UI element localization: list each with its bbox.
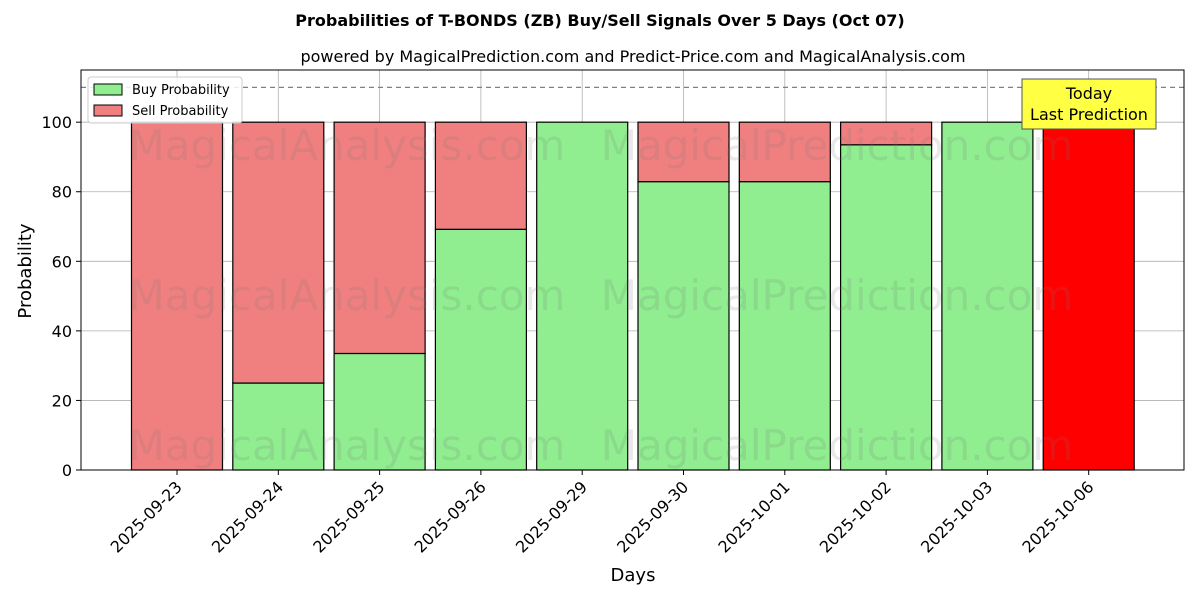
x-tick-label: 2025-09-30 xyxy=(613,477,692,556)
buy-bar xyxy=(839,144,933,471)
legend-label: Buy Probability xyxy=(132,83,230,98)
watermark-text: MagicalAnalysis.com xyxy=(129,271,566,320)
plot-frame xyxy=(80,69,1185,471)
chart-title: Probabilities of T-BONDS (ZB) Buy/Sell S… xyxy=(295,11,904,30)
x-tick-label: 2025-10-03 xyxy=(917,477,996,556)
y-tick-label: 0 xyxy=(62,461,72,480)
x-tick-label: 2025-09-26 xyxy=(411,477,490,556)
buy-bar xyxy=(434,228,527,471)
y-tick-label: 80 xyxy=(52,183,72,202)
y-tick-label: 100 xyxy=(41,113,72,132)
buy-bar xyxy=(333,352,426,471)
x-axis-label: Days xyxy=(611,565,656,586)
legend: Buy Probability Sell Probability xyxy=(87,76,243,124)
y-tick-label: 40 xyxy=(52,322,72,341)
y-axis-label: Probability xyxy=(15,223,36,318)
x-tick-label: 2025-10-06 xyxy=(1018,477,1097,556)
watermark-layer: MagicalAnalysis.com MagicalPrediction.com… xyxy=(129,121,1074,470)
bars-layer xyxy=(81,86,1184,471)
y-tick-label: 20 xyxy=(52,391,72,410)
sell-bar xyxy=(434,121,527,230)
annotation-text: Today xyxy=(1065,84,1112,103)
legend-label: Sell Probability xyxy=(132,104,229,119)
annotation-text: Last Prediction xyxy=(1030,105,1148,124)
y-tick-label: 60 xyxy=(52,252,72,271)
sell-bar xyxy=(738,121,831,183)
x-tick-label: 2025-09-25 xyxy=(309,477,388,556)
annotation-box xyxy=(1021,78,1157,130)
sell-bar xyxy=(232,121,325,384)
annotation: Today Last Prediction xyxy=(1021,78,1157,130)
legend-swatch xyxy=(93,83,123,96)
legend-swatch xyxy=(93,104,123,117)
watermark-text: MagicalPrediction.com xyxy=(601,121,1074,170)
sell-bar xyxy=(130,121,224,471)
x-tick-label: 2025-10-02 xyxy=(816,477,895,556)
sell-bar xyxy=(333,121,426,355)
watermark-text: MagicalPrediction.com xyxy=(601,421,1074,470)
x-tick-label: 2025-09-23 xyxy=(107,477,186,556)
sell-bar xyxy=(637,121,730,183)
x-tick-label: 2025-09-24 xyxy=(208,477,287,556)
x-tick-label: 2025-10-01 xyxy=(714,477,793,556)
buy-bar xyxy=(637,181,730,471)
watermark-text: MagicalAnalysis.com xyxy=(129,421,566,470)
x-tick-label: 2025-09-29 xyxy=(512,477,591,556)
sell-bar xyxy=(839,121,933,146)
watermark-text: MagicalAnalysis.com xyxy=(129,121,566,170)
buy-bar xyxy=(941,121,1034,471)
legend-box xyxy=(87,76,243,124)
watermark-text: MagicalPrediction.com xyxy=(601,271,1074,320)
buy-bar xyxy=(738,181,831,471)
chart-subtitle: powered by MagicalPrediction.com and Pre… xyxy=(300,47,965,66)
